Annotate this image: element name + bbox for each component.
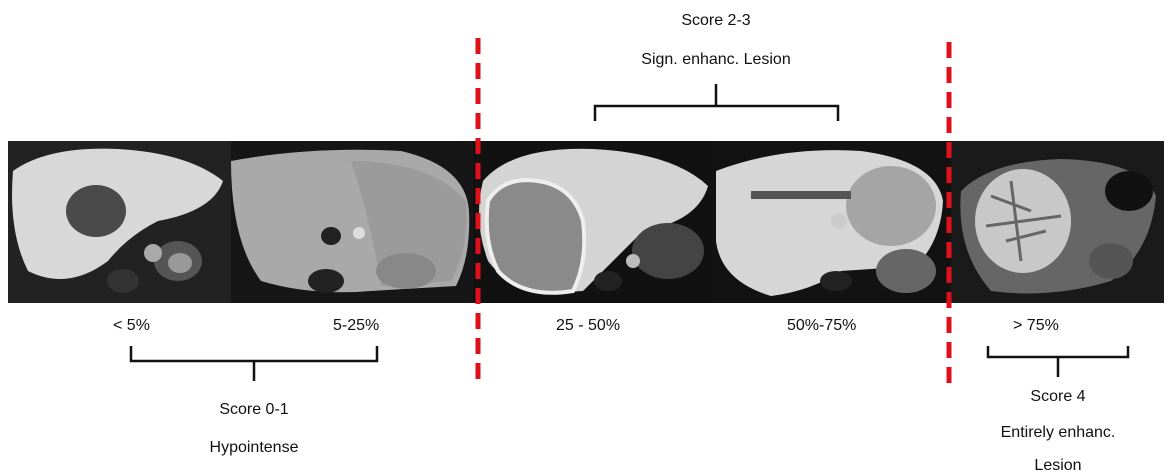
top-score-label: Score 2-3 bbox=[681, 12, 751, 29]
left-bracket bbox=[129, 346, 379, 381]
right-bracket bbox=[986, 346, 1130, 377]
mri-image-1 bbox=[8, 141, 231, 303]
image-label-2: 5-25% bbox=[333, 317, 380, 334]
image-label-3: 25 - 50% bbox=[556, 317, 621, 334]
right-description-line2: Lesion bbox=[1034, 457, 1082, 474]
mri-image-2 bbox=[231, 141, 473, 303]
left-score-label: Score 0-1 bbox=[219, 401, 289, 418]
image-label-1: < 5% bbox=[113, 317, 150, 334]
mri-image-5 bbox=[951, 141, 1164, 303]
mri-image-4 bbox=[711, 141, 951, 303]
left-description-label: Hypointense bbox=[209, 439, 299, 456]
right-score-label: Score 4 bbox=[1030, 388, 1086, 405]
top-bracket bbox=[593, 84, 840, 121]
right-description-line1: Entirely enhanc. bbox=[1000, 424, 1116, 441]
image-label-5: > 75% bbox=[1013, 317, 1059, 334]
mri-image-3 bbox=[473, 141, 711, 303]
image-label-4: 50%-75% bbox=[787, 317, 857, 334]
top-description-label: Sign. enhanc. Lesion bbox=[641, 51, 791, 68]
